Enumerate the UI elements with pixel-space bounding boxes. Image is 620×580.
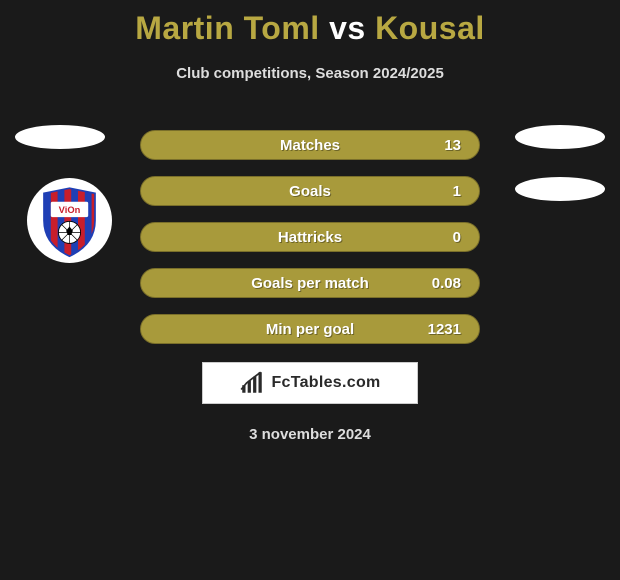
stat-bar: Hattricks 0	[140, 222, 480, 252]
comparison-title: Martin Toml vs Kousal	[0, 0, 620, 47]
brand-text: FcTables.com	[271, 374, 380, 392]
player1-name: Martin Toml	[135, 10, 319, 46]
bar-chart-icon	[239, 370, 265, 396]
stat-bar: Goals per match 0.08	[140, 268, 480, 298]
stat-label: Matches	[280, 137, 340, 154]
stat-bar: Goals 1	[140, 176, 480, 206]
stat-label: Min per goal	[266, 321, 354, 338]
stat-bar: Matches 13	[140, 130, 480, 160]
decoration-ellipse-right-1	[515, 125, 605, 149]
stat-value: 1	[453, 183, 461, 200]
club-badge-icon: ViOn	[27, 178, 112, 263]
brand-box: FcTables.com	[202, 362, 418, 404]
stat-label: Goals	[289, 183, 331, 200]
decoration-ellipse-right-2	[515, 177, 605, 201]
decoration-ellipse-left	[15, 125, 105, 149]
vs-text: vs	[329, 10, 366, 46]
club-badge: ViOn	[27, 178, 112, 263]
stat-label: Goals per match	[251, 275, 369, 292]
stat-value: 13	[444, 137, 461, 154]
stat-label: Hattricks	[278, 229, 342, 246]
stat-value: 1231	[428, 321, 461, 338]
player2-name: Kousal	[375, 10, 485, 46]
stat-bar: Min per goal 1231	[140, 314, 480, 344]
stats-bars: Matches 13 Goals 1 Hattricks 0 Goals per…	[140, 130, 480, 344]
stat-value: 0	[453, 229, 461, 246]
date-text: 3 november 2024	[0, 426, 620, 443]
stat-value: 0.08	[432, 275, 461, 292]
subtitle: Club competitions, Season 2024/2025	[0, 65, 620, 82]
svg-text:ViOn: ViOn	[59, 205, 81, 215]
